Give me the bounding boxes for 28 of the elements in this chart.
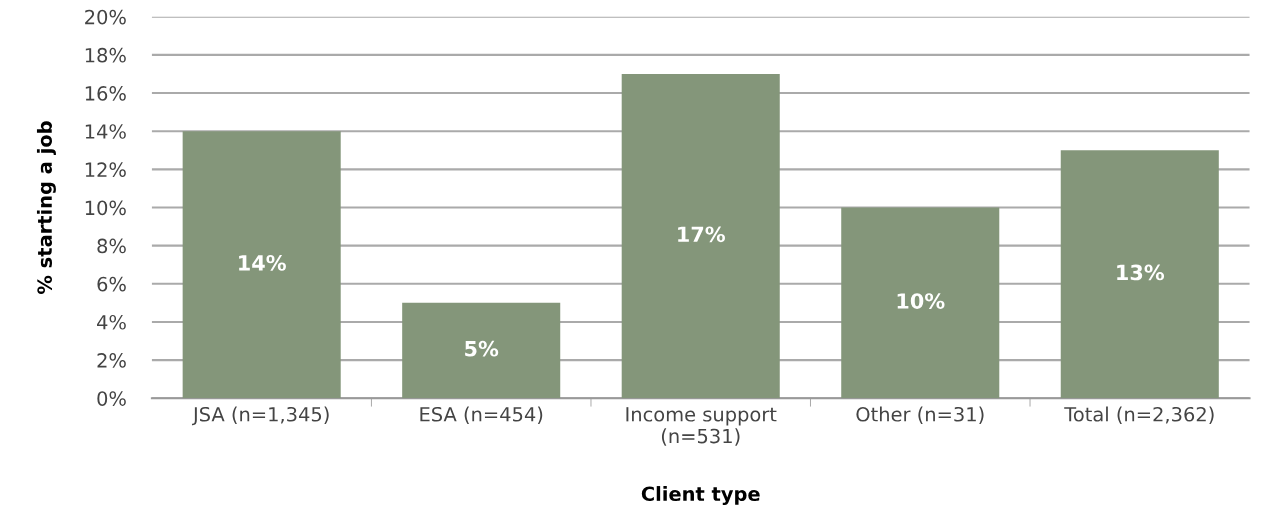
data-label: 14% [239,255,286,271]
x-axis-title: Client type [641,486,760,506]
bar [402,302,561,399]
x-tick-label: ESA (n=454) [420,406,543,424]
bar [841,207,1000,399]
y-tick-label: 20% [85,9,126,25]
data-label: 5% [465,340,499,357]
x-tick-label: Income support (n=531) [626,407,777,446]
bar [1060,150,1219,399]
x-tick-label: Total (n=2,362) [1064,406,1214,424]
x-tick-label: Other (n=31) [856,406,984,424]
data-label: 10% [897,293,945,309]
y-tick-label: 16% [85,86,126,101]
y-tick-label: 12% [85,162,126,178]
y-tick-label: 2% [97,353,126,368]
y-tick-label: 4% [97,314,126,330]
bar [621,73,780,399]
data-label: 13% [1117,264,1165,281]
y-tick-label: 18% [85,47,126,63]
bar [182,131,341,399]
x-tick-label: JSA (n=1,345) [191,406,329,426]
y-tick-label: 0% [97,391,126,406]
y-tick-label: 6% [97,276,126,292]
data-label: 17% [678,226,725,243]
y-tick-label: 14% [85,124,126,139]
y-tick-label: 8% [97,238,126,254]
y-axis-title: % starting a job [36,121,56,294]
y-tick-label: 10% [85,200,126,216]
